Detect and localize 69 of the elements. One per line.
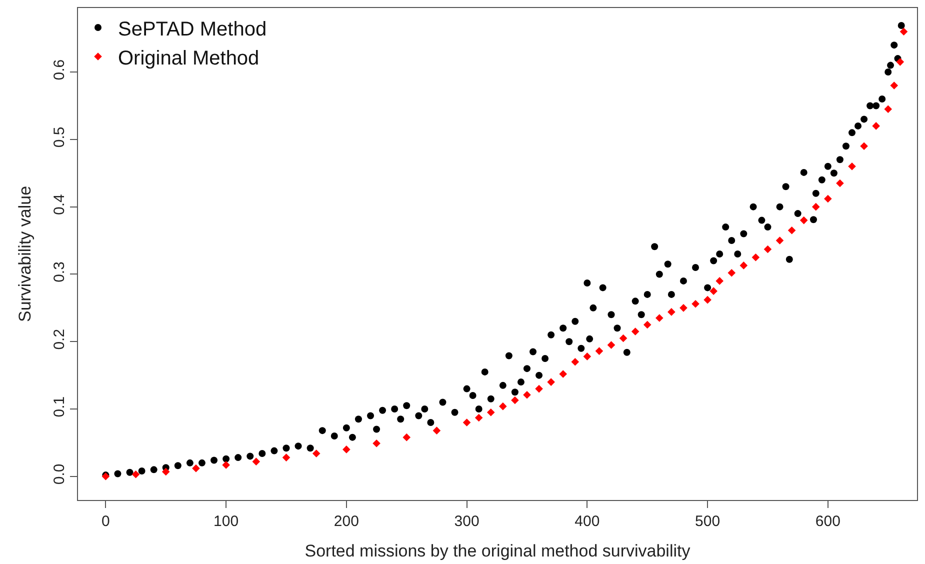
point bbox=[619, 334, 628, 342]
point bbox=[872, 122, 880, 130]
legend-label: SePTAD Method bbox=[118, 18, 267, 40]
point bbox=[132, 470, 140, 478]
point bbox=[511, 396, 519, 404]
point bbox=[788, 226, 796, 234]
point bbox=[680, 304, 688, 312]
point bbox=[222, 461, 230, 469]
point bbox=[890, 82, 898, 90]
x-tick-label: 0 bbox=[102, 513, 110, 530]
y-tick-label: 0.5 bbox=[51, 126, 68, 148]
point bbox=[486, 408, 495, 416]
point bbox=[192, 464, 200, 472]
point bbox=[282, 454, 290, 462]
y-tick-label: 0.2 bbox=[51, 328, 68, 350]
point bbox=[162, 468, 170, 476]
y-tick-label: 0.4 bbox=[51, 194, 68, 215]
point bbox=[342, 446, 350, 454]
point bbox=[800, 216, 808, 224]
point bbox=[710, 287, 718, 295]
point bbox=[704, 296, 712, 304]
point bbox=[535, 384, 543, 393]
point bbox=[812, 202, 820, 211]
point bbox=[523, 390, 531, 399]
point bbox=[848, 162, 856, 170]
point bbox=[740, 262, 748, 270]
y-tick-label: 0.0 bbox=[51, 464, 68, 485]
point bbox=[896, 58, 904, 66]
point bbox=[643, 320, 652, 329]
x-tick-label: 200 bbox=[334, 513, 359, 530]
point bbox=[595, 347, 604, 355]
x-tick-label: 100 bbox=[214, 513, 239, 530]
point bbox=[462, 418, 471, 426]
point bbox=[402, 433, 411, 442]
point bbox=[631, 328, 640, 336]
point bbox=[571, 358, 580, 366]
point bbox=[668, 308, 676, 316]
point bbox=[607, 341, 616, 349]
point bbox=[884, 105, 892, 113]
y-tick-label: 0.1 bbox=[51, 396, 68, 418]
x-tick-label: 300 bbox=[454, 513, 480, 530]
point bbox=[900, 28, 908, 36]
x-tick-label: 600 bbox=[815, 513, 840, 530]
point bbox=[474, 414, 483, 422]
y-tick-label: 0.6 bbox=[51, 59, 68, 80]
point bbox=[252, 458, 260, 466]
point bbox=[583, 352, 592, 360]
point bbox=[836, 179, 844, 188]
point bbox=[499, 402, 507, 410]
point bbox=[656, 314, 664, 322]
point bbox=[860, 142, 868, 150]
point bbox=[728, 268, 736, 277]
point bbox=[559, 370, 567, 378]
point bbox=[692, 300, 700, 308]
y-axis-title: Survivability value bbox=[16, 186, 35, 322]
x-tick-label: 500 bbox=[695, 513, 720, 530]
point bbox=[776, 236, 784, 244]
legend-label: Original Method bbox=[118, 47, 260, 70]
point bbox=[764, 245, 772, 254]
point bbox=[716, 277, 724, 285]
y-tick-label: 0.3 bbox=[51, 262, 68, 282]
point bbox=[824, 194, 832, 203]
x-axis-title: Sorted missions by the original method survivability bbox=[304, 541, 691, 560]
point bbox=[432, 426, 441, 434]
point bbox=[312, 450, 320, 458]
point bbox=[547, 378, 555, 386]
x-tick-label: 400 bbox=[574, 513, 600, 530]
point bbox=[752, 253, 760, 262]
point bbox=[372, 439, 380, 448]
